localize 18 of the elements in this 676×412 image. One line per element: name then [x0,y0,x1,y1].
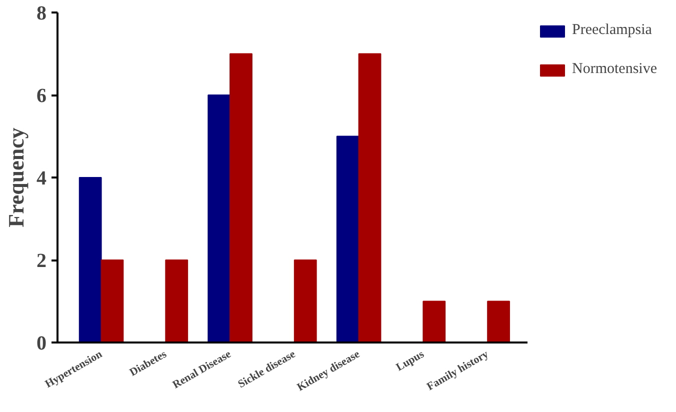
y-tick-label: 4 [36,168,46,190]
bar [208,94,231,342]
bar [294,260,317,342]
bar [336,136,360,342]
bar [78,177,102,342]
y-tick-label: 0 [36,332,46,354]
bar [230,53,252,342]
y-tick-label: 6 [36,85,46,107]
legend-label: Preeclampsia [572,22,652,39]
y-axis-title: Frequency [4,128,28,228]
bar [100,260,124,342]
y-tick-label: 8 [36,2,46,24]
bar [422,300,446,342]
bar [358,53,382,342]
bar [165,260,188,342]
bar [487,300,510,342]
legend-label: Normotensive [572,61,657,78]
y-tick-label: 2 [36,250,46,272]
